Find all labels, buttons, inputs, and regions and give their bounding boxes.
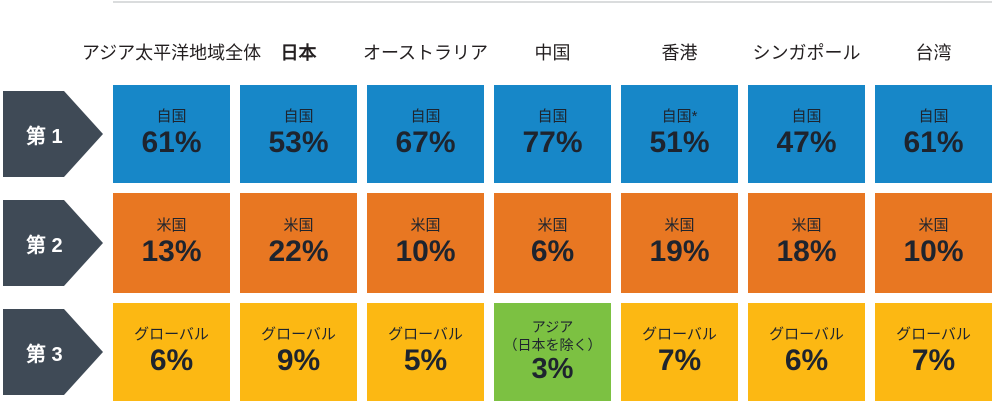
- top-divider: [113, 1, 992, 3]
- cell-value: 77%: [522, 125, 583, 159]
- cell-value: 10%: [395, 234, 456, 268]
- cell-label: グローバル: [769, 325, 844, 343]
- column-header-hongkong: 香港: [661, 43, 698, 63]
- cell-label: グローバル: [261, 325, 336, 343]
- cell-value: 18%: [776, 234, 837, 268]
- cell-value: 6%: [530, 234, 575, 268]
- cell-label: 自国: [537, 107, 568, 125]
- cell-label: グローバル: [388, 325, 463, 343]
- data-cell: 自国 61%: [875, 85, 992, 183]
- rank3-arrow-wrap: 第 3: [0, 303, 103, 401]
- data-cell: 自国 77%: [494, 85, 611, 183]
- rank1-arrow: 第 1: [3, 91, 103, 177]
- cell-value: 53%: [268, 125, 329, 159]
- data-cell: 米国 13%: [113, 193, 230, 293]
- cell-label: 米国: [664, 216, 695, 234]
- data-cell: 米国 10%: [875, 193, 992, 293]
- cell-value: 22%: [268, 234, 329, 268]
- cell-value: 61%: [141, 125, 202, 159]
- column-header-australia: オーストラリア: [362, 43, 489, 63]
- rank2-arrow-wrap: 第 2: [0, 193, 103, 293]
- cell-label: グローバル: [896, 325, 971, 343]
- data-cell: 自国 47%: [748, 85, 865, 183]
- cell-value: 7%: [911, 343, 956, 377]
- cell-label: 自国: [410, 107, 441, 125]
- data-cell: 自国 53%: [240, 85, 357, 183]
- cell-value: 61%: [903, 125, 964, 159]
- cell-value: 51%: [649, 125, 710, 159]
- cell-value: 5%: [403, 343, 448, 377]
- data-cell: 自国 61%: [113, 85, 230, 183]
- ranking-grid: アジア太平洋地域全体 日本 オーストラリア 中国 香港 シンガポール 台湾 第 …: [0, 43, 992, 401]
- cell-label: 米国: [537, 216, 568, 234]
- data-cell: グローバル 7%: [621, 303, 738, 401]
- cell-label: アジア: [531, 319, 574, 336]
- cell-label: 米国: [156, 216, 187, 234]
- cell-label: 米国: [918, 216, 949, 234]
- data-cell: 米国 6%: [494, 193, 611, 293]
- column-header-singapore: シンガポール: [752, 43, 861, 63]
- cell-label: 米国: [791, 216, 822, 234]
- cell-label: 自国: [283, 107, 314, 125]
- data-cell-highlight: アジア （日本を除く） 3%: [494, 303, 611, 401]
- cell-value: 67%: [395, 125, 456, 159]
- column-header-apac: アジア太平洋地域全体: [81, 43, 262, 63]
- cell-value: 10%: [903, 234, 964, 268]
- data-cell: グローバル 9%: [240, 303, 357, 401]
- rank2-label: 第 2: [26, 234, 63, 257]
- column-header-japan: 日本: [280, 43, 317, 63]
- cell-value: 3%: [531, 353, 574, 386]
- data-cell: グローバル 5%: [367, 303, 484, 401]
- column-header-china: 中国: [534, 43, 571, 63]
- cell-label: 自国: [156, 107, 187, 125]
- cell-label-note: （日本を除く）: [503, 336, 602, 353]
- data-cell: 自国* 51%: [621, 85, 738, 183]
- cell-value: 6%: [149, 343, 194, 377]
- data-cell: 米国 19%: [621, 193, 738, 293]
- data-cell: 米国 18%: [748, 193, 865, 293]
- cell-value: 19%: [649, 234, 710, 268]
- data-cell: 米国 10%: [367, 193, 484, 293]
- cell-value: 7%: [657, 343, 702, 377]
- cell-value: 13%: [141, 234, 202, 268]
- cell-value: 6%: [784, 343, 829, 377]
- rank2-arrow: 第 2: [3, 200, 103, 286]
- rank1-label: 第 1: [26, 125, 63, 148]
- rank3-label: 第 3: [26, 343, 63, 366]
- data-cell: 自国 67%: [367, 85, 484, 183]
- column-header-taiwan: 台湾: [915, 43, 952, 63]
- cell-label: 自国*: [661, 107, 698, 125]
- rank1-arrow-wrap: 第 1: [0, 85, 103, 183]
- data-cell: グローバル 7%: [875, 303, 992, 401]
- cell-value: 9%: [276, 343, 321, 377]
- rank3-arrow: 第 3: [3, 309, 103, 395]
- data-cell: グローバル 6%: [748, 303, 865, 401]
- data-cell: グローバル 6%: [113, 303, 230, 401]
- cell-label: グローバル: [134, 325, 209, 343]
- cell-label: 自国: [918, 107, 949, 125]
- data-cell: 米国 22%: [240, 193, 357, 293]
- cell-label: 米国: [410, 216, 441, 234]
- cell-label: 米国: [283, 216, 314, 234]
- cell-label: グローバル: [642, 325, 717, 343]
- cell-label: 自国: [791, 107, 822, 125]
- cell-value: 47%: [776, 125, 837, 159]
